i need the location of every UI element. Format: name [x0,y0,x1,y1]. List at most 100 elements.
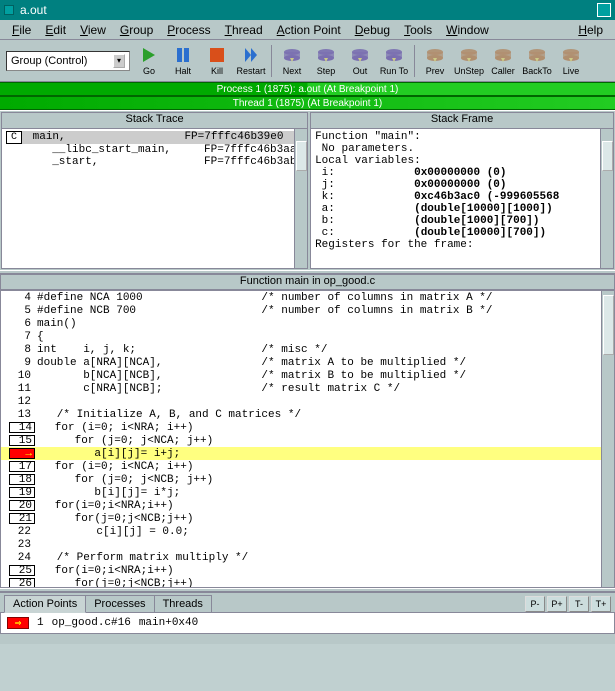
gutter[interactable]: 23 [1,539,37,551]
scope-combo[interactable]: Group (Control) ▾ [6,51,130,71]
menu-debug[interactable]: Debug [349,21,396,39]
bp-function: main+0x40 [139,617,198,629]
gutter[interactable]: 4 [1,292,37,304]
source-line[interactable]: 6main() [1,317,614,330]
restart-button[interactable]: Restart [234,42,268,80]
source-line[interactable]: 11 c[NRA][NCB]; /* result matrix C */ [1,382,614,395]
gutter[interactable]: 9 [1,357,37,369]
source-line[interactable]: 12 [1,395,614,408]
menu-edit[interactable]: Edit [39,21,72,39]
runto-button[interactable]: Run To [377,42,411,80]
source-line[interactable]: 20 for(i=0;i<NRA;i++) [1,499,614,512]
breakpoint-icon[interactable]: ⇒ [7,617,29,629]
gutter[interactable]: 15 [9,435,35,446]
source-line[interactable]: 19 b[i][j]= i*j; [1,486,614,499]
live-button[interactable]: Live [554,42,588,80]
source-line[interactable]: 13 /* Initialize A, B, and C matrices */ [1,408,614,421]
gutter[interactable]: 10 [1,370,37,382]
stack-frame-title: Stack Frame [311,113,613,129]
tab-action-points[interactable]: Action Points [4,595,86,613]
code-text: b[i][j]= i*j; [35,487,614,499]
stack-frame-body[interactable]: Function "main": No parameters.Local var… [311,129,613,268]
window-maximize-icon[interactable] [597,3,611,17]
stack-frame-line: Registers for the frame: [315,239,609,251]
menu-action-point[interactable]: Action Point [271,21,347,39]
out-button[interactable]: Out [343,42,377,80]
stack-trace-row[interactable]: __libc_start_main, FP=7fffc46b3aa0 [6,144,303,156]
step-button[interactable]: Step [309,42,343,80]
next-button[interactable]: Next [275,42,309,80]
gutter[interactable]: 19 [9,487,35,498]
gutter[interactable]: 14 [9,422,35,433]
gutter[interactable]: 5 [1,305,37,317]
gutter[interactable]: 18 [9,474,35,485]
source-line[interactable]: 26 for(j=0;j<NCB;j++) [1,577,614,588]
source-line[interactable]: 17 for (i=0; i<NCA; i++) [1,460,614,473]
gutter[interactable] [9,448,35,459]
source-line[interactable]: 9double a[NRA][NCA], /* matrix A to be m… [1,356,614,369]
halt-button[interactable]: Halt [166,42,200,80]
process-status-bar: Process 1 (1875): a.out (At Breakpoint 1… [0,82,615,96]
code-text: c[NRA][NCB]; /* result matrix C */ [37,383,614,395]
source-line[interactable]: 21 for(j=0;j<NCB;j++) [1,512,614,525]
scrollbar[interactable] [601,291,614,587]
gutter[interactable]: 26 [9,578,35,588]
gutter[interactable]: 8 [1,344,37,356]
gutter[interactable]: 25 [9,565,35,576]
action-points-list[interactable]: ⇒ 1 op_good.c#16 main+0x40 [0,612,615,634]
menu-help[interactable]: Help [572,21,609,39]
gutter[interactable]: 7 [1,331,37,343]
gutter[interactable]: 17 [9,461,35,472]
gutter[interactable]: 24 [1,552,37,564]
minibtn-T+[interactable]: T+ [591,596,611,612]
source-line[interactable]: 15 for (j=0; j<NCA; j++) [1,434,614,447]
source-line[interactable]: 25 for(i=0;i<NRA;i++) [1,564,614,577]
menu-process[interactable]: Process [161,21,216,39]
source-line[interactable]: 18 for (j=0; j<NCB; j++) [1,473,614,486]
minibtn-T-[interactable]: T- [569,596,589,612]
source-line[interactable]: 14 for (i=0; i<NRA; i++) [1,421,614,434]
prev-button[interactable]: Prev [418,42,452,80]
gutter[interactable]: 6 [1,318,37,330]
gutter[interactable]: 13 [1,409,37,421]
gutter[interactable]: 22 [1,526,37,538]
gutter[interactable]: 12 [1,396,37,408]
gutter[interactable]: 20 [9,500,35,511]
unstep-button[interactable]: UnStep [452,42,486,80]
window-sys-icon[interactable] [4,5,14,15]
stack-trace-row[interactable]: _start, FP=7fffc46b3ab0 [6,156,303,168]
stack-frame-line: Function "main": [315,131,609,143]
source-line[interactable]: 8int i, j, k; /* misc */ [1,343,614,356]
tab-processes[interactable]: Processes [85,595,154,612]
go-button[interactable]: Go [132,42,166,80]
code-text: for(i=0;i<NRA;i++) [35,565,614,577]
menu-file[interactable]: File [6,21,37,39]
menu-thread[interactable]: Thread [219,21,269,39]
backto-button[interactable]: BackTo [520,42,554,80]
minibtn-P+[interactable]: P+ [547,596,567,612]
chevron-down-icon[interactable]: ▾ [113,54,125,68]
menu-window[interactable]: Window [440,21,495,39]
source-line[interactable]: 5#define NCB 700 /* number of columns in… [1,304,614,317]
gutter[interactable]: 21 [9,513,35,524]
kill-button[interactable]: Kill [200,42,234,80]
menu-view[interactable]: View [74,21,112,39]
stack-trace-row[interactable]: C main, FP=7fffc46b39e0 [6,131,303,144]
source-line[interactable]: 10 b[NCA][NCB], /* matrix B to be multip… [1,369,614,382]
caller-button[interactable]: Caller [486,42,520,80]
source-view[interactable]: 4#define NCA 1000 /* number of columns i… [0,290,615,588]
source-line[interactable]: a[i][j]= i+j; [1,447,614,460]
gutter[interactable]: 11 [1,383,37,395]
minibtn-P-[interactable]: P- [525,596,545,612]
source-line[interactable]: 4#define NCA 1000 /* number of columns i… [1,291,614,304]
source-line[interactable]: 24 /* Perform matrix multiply */ [1,551,614,564]
source-line[interactable]: 23 [1,538,614,551]
source-line[interactable]: 7{ [1,330,614,343]
source-line[interactable]: 22 c[i][j] = 0.0; [1,525,614,538]
menu-group[interactable]: Group [114,21,159,39]
stack-trace-body[interactable]: C main, FP=7fffc46b39e0 __libc_start_mai… [2,129,307,268]
scrollbar[interactable] [600,129,613,268]
tab-threads[interactable]: Threads [154,595,212,612]
menu-tools[interactable]: Tools [398,21,438,39]
scrollbar[interactable] [294,129,307,268]
